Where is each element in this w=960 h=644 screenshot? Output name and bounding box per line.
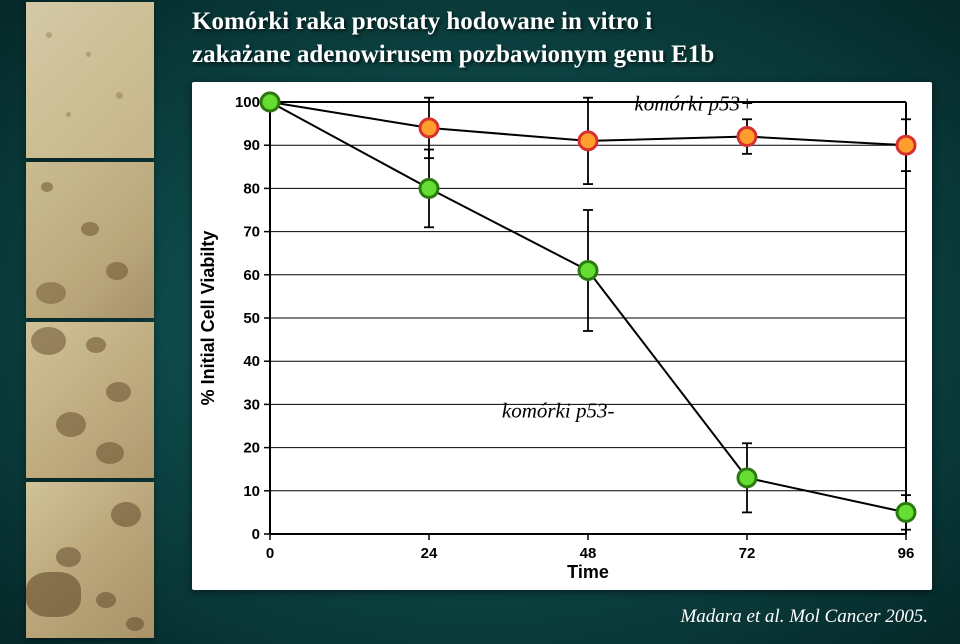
svg-text:0: 0 bbox=[252, 526, 260, 543]
svg-text:30: 30 bbox=[243, 396, 260, 413]
svg-text:Time: Time bbox=[567, 562, 609, 582]
svg-text:24: 24 bbox=[421, 545, 438, 562]
microscopy-image-1 bbox=[26, 2, 154, 158]
svg-text:60: 60 bbox=[243, 267, 260, 284]
svg-text:100: 100 bbox=[235, 94, 260, 111]
chart-svg: 0 24 48 72 96 0 10 20 30 40 50 60 70 80 90 100 Time % Ini… bbox=[192, 82, 932, 590]
citation: Madara et al. Mol Cancer 2005. bbox=[680, 606, 928, 628]
svg-text:40: 40 bbox=[243, 353, 260, 370]
svg-text:komórki p53-: komórki p53- bbox=[502, 398, 615, 422]
svg-text:20: 20 bbox=[243, 440, 260, 457]
title-line-1: Komórki raka prostaty hodowane in vitro … bbox=[192, 8, 652, 35]
title-line-2: zakażane adenowirusem pozbawionym genu E… bbox=[192, 41, 714, 68]
svg-text:% Initial Cell Viabilty: % Initial Cell Viabilty bbox=[198, 231, 218, 406]
svg-text:96: 96 bbox=[898, 545, 915, 562]
svg-text:komórki p53+: komórki p53+ bbox=[634, 92, 754, 116]
svg-text:90: 90 bbox=[243, 137, 260, 154]
svg-text:70: 70 bbox=[243, 224, 260, 241]
slide-title: Komórki raka prostaty hodowane in vitro … bbox=[192, 6, 714, 71]
viability-chart: 0 24 48 72 96 0 10 20 30 40 50 60 70 80 90 100 Time % Ini… bbox=[192, 82, 932, 590]
svg-text:50: 50 bbox=[243, 310, 260, 327]
microscopy-image-3 bbox=[26, 322, 154, 478]
svg-text:48: 48 bbox=[580, 545, 597, 562]
svg-text:10: 10 bbox=[243, 483, 260, 500]
microscopy-image-2 bbox=[26, 162, 154, 318]
svg-text:72: 72 bbox=[739, 545, 756, 562]
microscopy-image-4 bbox=[26, 482, 154, 638]
svg-text:0: 0 bbox=[266, 545, 274, 562]
microscopy-thumbnails bbox=[26, 0, 154, 644]
svg-text:80: 80 bbox=[243, 180, 260, 197]
